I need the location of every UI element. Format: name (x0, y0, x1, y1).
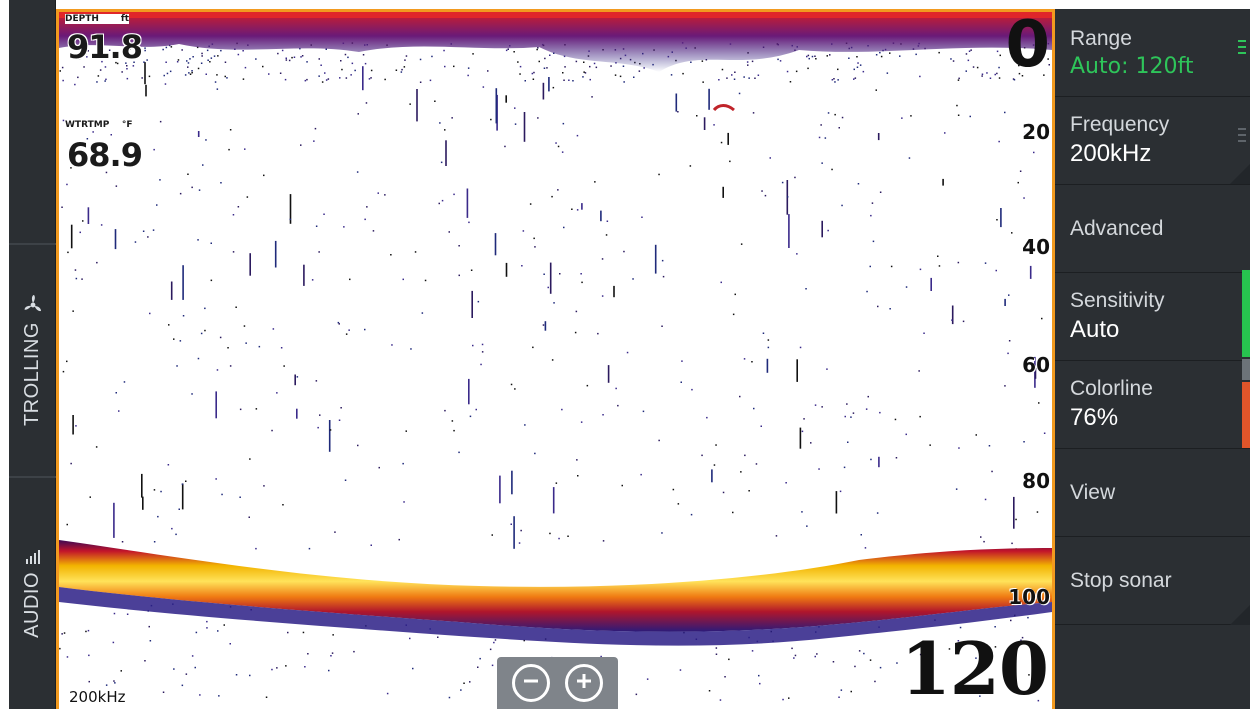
depth-scale-label: 80 (1022, 469, 1050, 493)
sensitivity-level-bar (1242, 270, 1250, 357)
depth-label: DEPTH ft (65, 14, 130, 24)
minus-circle-icon (522, 672, 540, 695)
propeller-icon (23, 294, 43, 314)
depth-value: 91.8 (67, 28, 143, 66)
frequency-indicator: 200kHz (67, 688, 128, 706)
plus-circle-icon (575, 672, 593, 695)
surface-clutter (59, 12, 1052, 72)
menu-item-range[interactable]: Range Auto: 120ft (1055, 9, 1250, 97)
depth-scale-label: 60 (1022, 353, 1050, 377)
sonar-echo-image (59, 12, 1052, 703)
water-temp-value: 68.9 (67, 136, 143, 174)
sidebar-divider (9, 243, 56, 245)
menu-item-colorline[interactable]: Colorline 76% (1055, 361, 1250, 449)
menu-item-value: 76% (1070, 404, 1119, 431)
colorline-level-bar (1242, 382, 1250, 448)
menu-item-label: Range (1070, 26, 1132, 50)
depth-scale-label: 100 (1008, 585, 1050, 609)
menu-item-label: Stop sonar (1070, 568, 1172, 592)
menu-item-value: Auto: 120ft (1070, 53, 1194, 79)
zoom-controls (497, 657, 618, 709)
menu-item-advanced[interactable]: Advanced (1055, 185, 1250, 273)
depth-scale-label: 40 (1022, 235, 1050, 259)
menu-item-label: Advanced (1070, 216, 1164, 240)
menu-item-value: 200kHz (1070, 140, 1152, 167)
tab-audio-label: AUDIO (21, 571, 43, 638)
menu-item-stop-sonar[interactable]: Stop sonar (1055, 537, 1250, 625)
menu-item-view[interactable]: View (1055, 449, 1250, 537)
depth-scale-label: 20 (1022, 120, 1050, 144)
bottom-return (59, 540, 1052, 632)
sidebar-divider (9, 476, 56, 478)
list-icon (1238, 128, 1246, 142)
tab-trolling-label: TROLLING (21, 322, 43, 427)
sonar-menu: Range Auto: 120ft Frequency 200kHz Advan… (1055, 9, 1250, 709)
depth-unit: ft (120, 14, 130, 24)
zoom-in-button[interactable] (564, 664, 603, 702)
menu-item-sensitivity[interactable]: Sensitivity Auto (1055, 273, 1250, 361)
menu-item-label: Colorline (1070, 377, 1153, 400)
tab-audio[interactable]: AUDIO (9, 478, 56, 709)
menu-item-label: View (1070, 480, 1116, 504)
tab-trolling[interactable]: TROLLING (9, 245, 56, 476)
range-bottom-label: 120 (900, 626, 1049, 709)
menu-item-label: Sensitivity (1070, 289, 1165, 312)
water-temp-unit: °F (121, 120, 133, 130)
sonar-display[interactable]: DEPTH ft 91.8 WTRTMP °F 68.9 0 20 40 60 … (56, 9, 1055, 709)
menu-item-value: Auto (1070, 316, 1120, 343)
menu-item-frequency[interactable]: Frequency 200kHz (1055, 97, 1250, 185)
range-top-label: 0 (1005, 9, 1050, 82)
colorline-scale-gap (1242, 359, 1250, 380)
zoom-out-button[interactable] (512, 664, 551, 702)
menu-item-label: Frequency (1070, 113, 1170, 136)
left-sidebar: TROLLING AUDIO (9, 0, 56, 709)
list-icon (1238, 40, 1246, 54)
audio-bars-icon (25, 549, 40, 564)
water-temp-label: WTRTMP °F (65, 120, 133, 130)
